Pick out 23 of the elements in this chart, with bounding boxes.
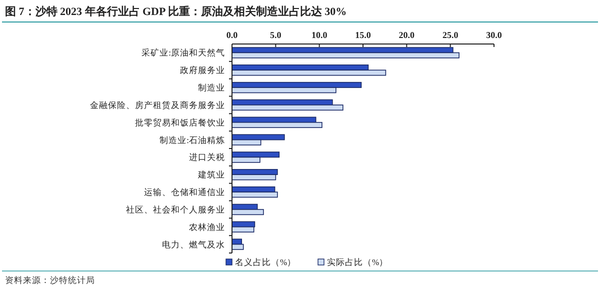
x-tick-label: 0.0 [226,30,238,40]
x-tick-label: 30.0 [486,30,502,40]
x-tick-label: 5.0 [270,30,282,40]
y-tick-label: 运输、仓储和通信业 [144,187,225,198]
y-tick-label: 建筑业 [197,170,225,180]
legend-label: 实际占比（%） [327,257,388,267]
y-tick-label: 采矿业:原油和天然气 [142,48,225,58]
y-tick-label: 农林渔业 [189,222,225,232]
y-tick-label: 政府服务业 [180,65,225,76]
x-tick-label: 10.0 [311,30,328,40]
y-tick-label: 进口关税 [189,152,225,162]
text: 资料来源：沙特统计局 [5,275,95,285]
x-tick-label: 20.0 [398,30,416,40]
legend-label: 名义占比（%） [235,257,296,267]
chart-title: 图 7：沙特 2023 年各行业占 GDP 比重：原油及相关制造业占比达 30% [5,5,347,18]
y-tick-label: 批零贸易和饭店餐饮业 [135,117,225,128]
y-tick-label: 制造业 [198,82,225,93]
y-tick-label: 制造业:石油精炼 [160,134,225,145]
y-tick-label: 电力、燃气及水 [162,239,225,250]
x-tick-label: 15.0 [355,30,372,40]
y-tick-label: 金融保险、房产租赁及商务服务业 [90,100,225,110]
y-tick-label: 社区、社会和个人服务业 [126,204,225,214]
x-tick-label: 25.0 [442,30,459,40]
